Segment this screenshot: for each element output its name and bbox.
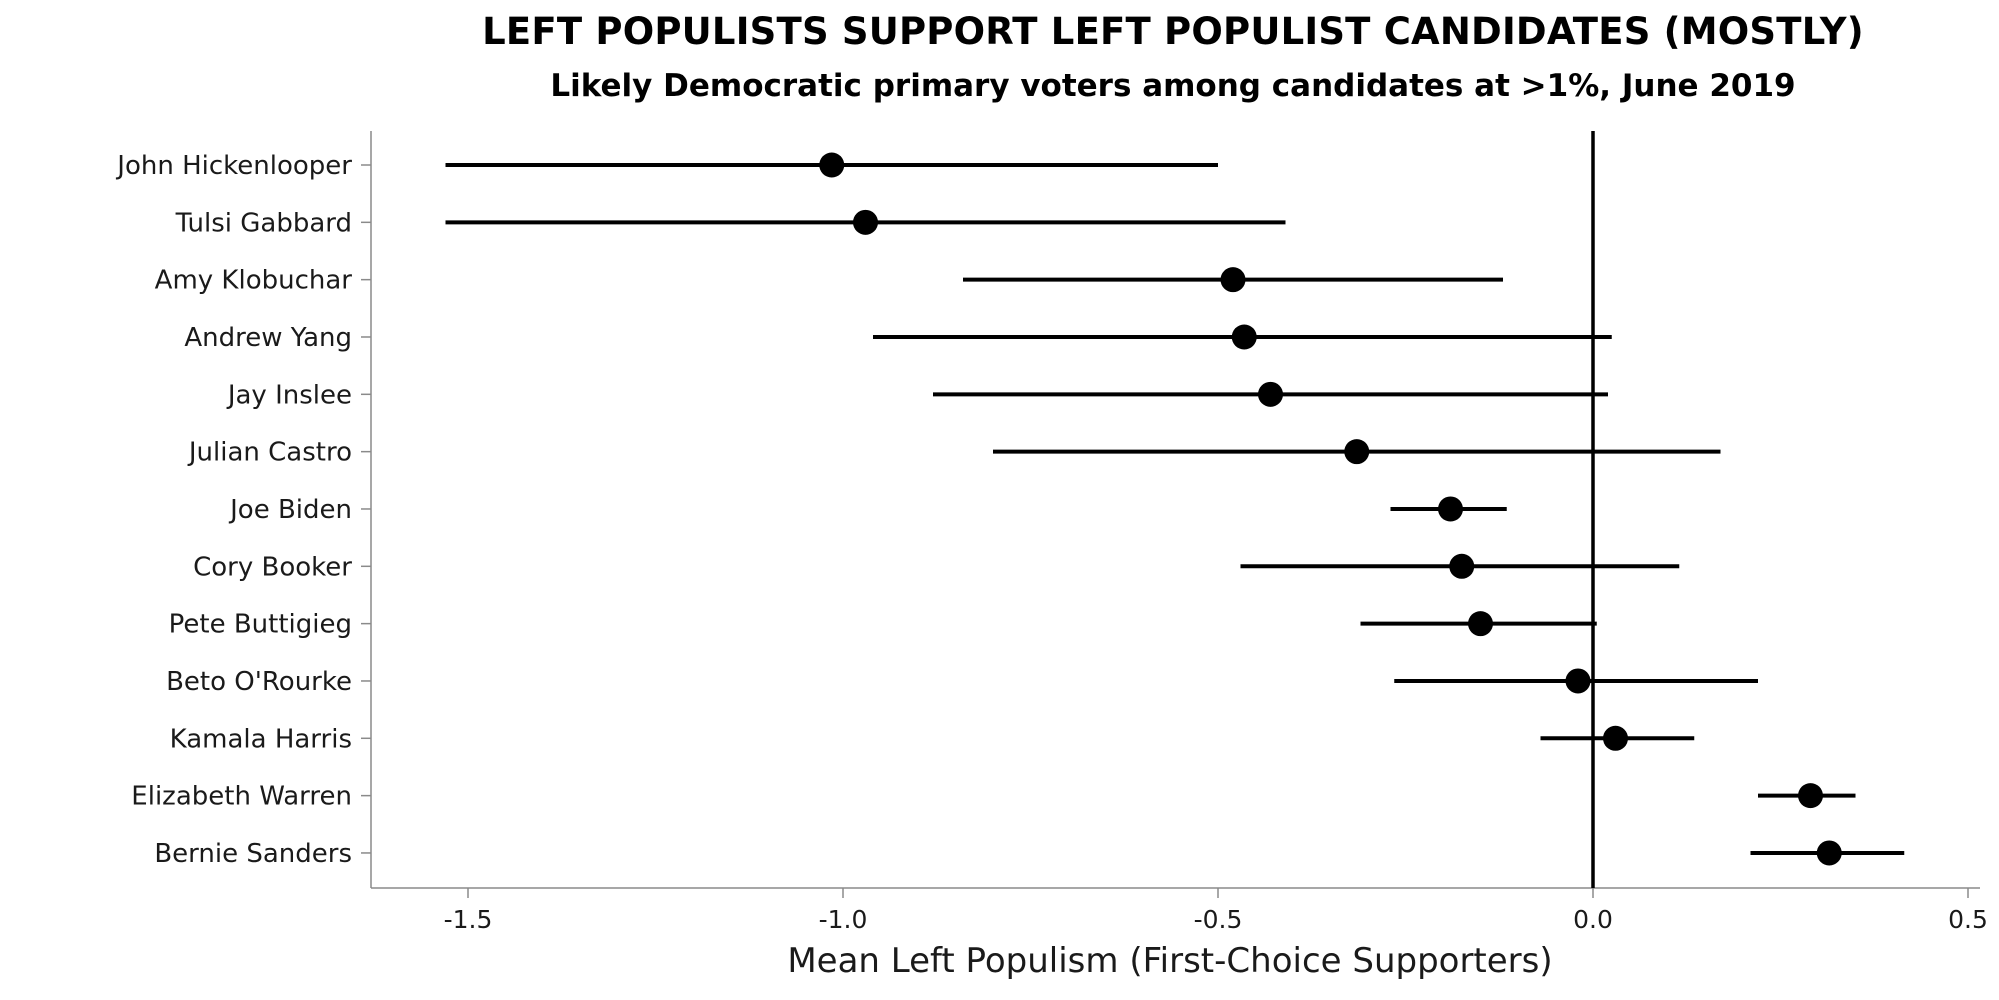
mean-point-marker [1816,840,1842,866]
mean-point-marker [1438,496,1463,522]
data-point-row [933,381,1608,407]
y-tick-label: Jay Inslee [226,380,352,410]
y-tick-label: Amy Klobuchar [155,266,353,296]
y-tick-label: Andrew Yang [184,323,352,353]
y-tick-label: Beto O'Rourke [166,667,352,697]
data-point-row [1394,668,1758,694]
mean-point-marker [853,209,878,235]
y-tick-label: Julian Castro [187,438,352,468]
y-tick-label: Elizabeth Warren [131,782,352,812]
mean-point-marker [1344,439,1370,465]
x-tick-label: -1.5 [444,905,493,934]
data-point-row [1360,611,1597,637]
data-point-row [1758,783,1856,809]
x-tick-label: -0.5 [1194,905,1243,934]
mean-point-marker [1258,381,1283,407]
data-point-row [1240,553,1680,579]
mean-point-marker [1220,267,1246,293]
x-tick-label: 0.5 [1948,905,1988,934]
mean-point-marker [1798,783,1823,809]
chart-title: LEFT POPULISTS SUPPORT LEFT POPULIST CAN… [482,10,1864,53]
y-tick-label: Joe Biden [228,495,352,525]
y-tick-label: Pete Buttigieg [169,610,352,640]
mean-point-marker [1449,553,1475,579]
y-tick-label: John Hickenlooper [115,151,352,181]
y-tick-label: Bernie Sanders [154,839,352,869]
data-point-row [1390,496,1507,522]
data-point-row [963,267,1503,293]
data-point-row [1750,840,1905,866]
data-point-row [873,324,1612,350]
y-tick-label: Cory Booker [193,552,352,582]
data-rows [445,152,1905,866]
data-point-row [993,439,1721,465]
x-axis-label: Mean Left Populism (First-Choice Support… [787,941,1552,981]
y-tick-label: Kamala Harris [170,724,352,754]
mean-point-marker [1231,324,1257,350]
data-point-row [1540,725,1695,751]
x-tick-label: 0.0 [1573,905,1613,934]
y-axis: John Hickenlooper Tulsi Gabbard Amy Klobuc… [115,131,372,888]
chart-subtitle: Likely Democratic primary voters among c… [550,68,1796,104]
data-point-row [445,152,1218,178]
x-tick-label: -1.0 [819,905,868,934]
mean-point-marker [819,152,845,178]
mean-point-marker [1603,725,1628,751]
x-axis: -1.5 -1.0 -0.5 0.0 0.5 [371,887,1988,934]
mean-point-marker [1565,668,1591,694]
mean-point-marker [1468,611,1493,637]
data-point-row [445,209,1286,235]
y-tick-label: Tulsi Gabbard [175,208,352,238]
